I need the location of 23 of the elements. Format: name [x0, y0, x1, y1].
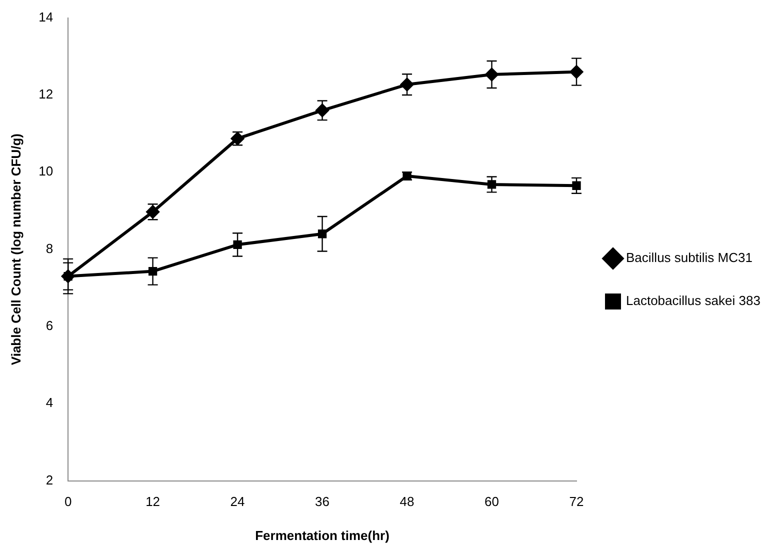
legend-label: Lactobacillus sakei 383	[626, 293, 760, 308]
point	[570, 65, 583, 78]
x-tick-label: 36	[315, 494, 330, 510]
x-tick-label: 60	[484, 494, 499, 510]
y-axis-title: Viable Cell Count (log number CFU/g)	[8, 133, 24, 366]
y-tick-label: 10	[38, 164, 54, 179]
point	[318, 230, 327, 238]
x-tick-label: 24	[230, 494, 245, 510]
x-tick-label: 72	[569, 494, 584, 510]
legend-label: Bacillus subtilis MC31	[626, 250, 752, 266]
y-tick-label: 2	[46, 472, 54, 488]
x-axis-title: Fermentation time(hr)	[255, 528, 390, 543]
y-tick-label: 14	[38, 9, 54, 24]
x-tick-label: 0	[64, 494, 72, 510]
y-tick-label: 6	[46, 318, 54, 334]
y-tick-label: 4	[46, 395, 54, 410]
point	[400, 78, 414, 92]
x-tick-label: 12	[146, 494, 160, 510]
x-tick-label: 48	[400, 494, 414, 510]
point	[148, 266, 158, 276]
y-tick-label: 8	[46, 240, 54, 256]
y-tick-label: 12	[38, 86, 54, 102]
point	[233, 240, 242, 249]
